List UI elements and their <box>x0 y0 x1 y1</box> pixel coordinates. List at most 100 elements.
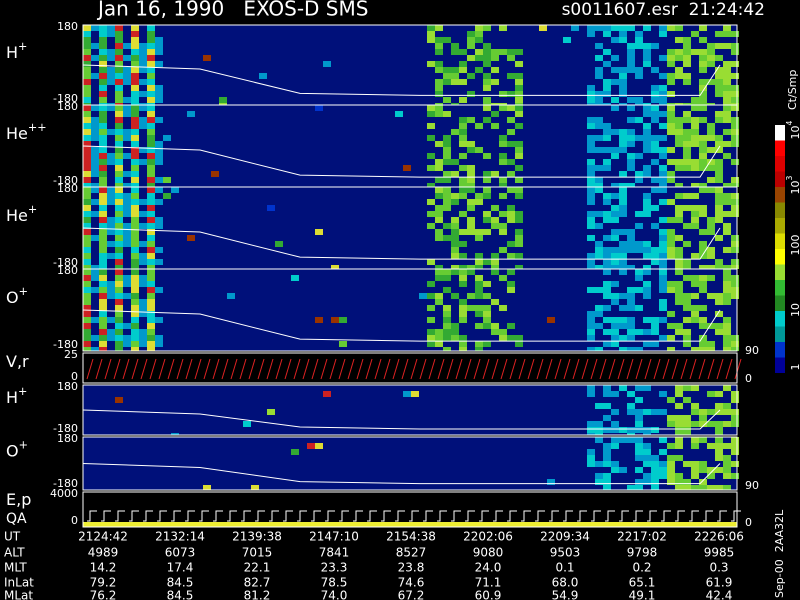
colorbar-cell <box>775 218 785 234</box>
spectrogram-cell <box>691 317 699 323</box>
spectrogram-cell <box>147 329 155 335</box>
spectrogram-cell <box>83 165 91 171</box>
spectrogram-cell <box>115 299 123 305</box>
y-tick-label: 25 <box>64 348 78 361</box>
spectrogram-cell <box>427 341 435 347</box>
spectrogram-cell <box>443 305 451 311</box>
spectrogram-cell <box>723 467 731 473</box>
spectrogram-cell <box>619 205 627 211</box>
spectrogram-cell <box>491 253 499 259</box>
vr-tick <box>257 358 265 380</box>
cell: 24.0 <box>475 561 502 575</box>
spectrogram-cell <box>667 159 675 165</box>
spectrogram-cell <box>619 91 627 97</box>
spectrogram-cell <box>499 193 507 199</box>
spectrogram-cell <box>667 311 675 317</box>
spectrogram-cell <box>139 147 147 153</box>
spectrogram-cell <box>123 193 131 199</box>
spectrogram-cell <box>443 79 451 85</box>
spectrogram-cell <box>435 165 443 171</box>
spectrogram-cell <box>475 55 483 61</box>
spectrogram-cell <box>99 265 107 269</box>
spectrogram-cell <box>675 391 683 397</box>
spectrogram-cell <box>139 67 147 73</box>
spectrogram-cell <box>611 317 619 323</box>
spectrogram-cell <box>83 269 91 275</box>
spectrogram-cell <box>99 287 107 293</box>
spectrogram-cell <box>627 485 635 490</box>
spectrogram-cell <box>459 311 467 317</box>
spectrogram-cell <box>683 129 691 135</box>
vr-tick <box>176 358 184 380</box>
spectrogram-cell <box>435 269 443 275</box>
spectrogram-cell <box>627 135 635 141</box>
spectrogram-cell <box>595 427 603 433</box>
spectrogram-cell <box>131 37 139 43</box>
vr-tick <box>617 358 625 380</box>
spectrogram-cell <box>83 275 91 281</box>
spectrogram-cell <box>115 329 123 335</box>
panel-label-sup: + <box>18 385 27 398</box>
vr-tick <box>383 358 391 380</box>
spectrogram-cell <box>107 187 115 193</box>
spectrogram-cell <box>107 199 115 205</box>
spectrogram-cell <box>451 293 459 299</box>
spectrogram-cell <box>683 193 691 199</box>
spectrogram-cell <box>715 111 723 117</box>
spectrogram-cell <box>667 253 675 259</box>
spectrogram-cell <box>115 323 123 329</box>
spectrogram-cell <box>163 135 171 141</box>
spectrogram-cell <box>659 275 667 281</box>
spectrogram-cell <box>467 199 475 205</box>
spectrogram-cell <box>91 117 99 123</box>
spectrogram-cell <box>451 43 459 49</box>
spectrogram-cell <box>659 55 667 61</box>
spectrogram-cell <box>707 129 715 135</box>
spectrogram-cell <box>315 105 323 111</box>
spectrogram-cell <box>587 117 595 123</box>
spectrogram-cell <box>107 287 115 293</box>
spectrogram-cell <box>427 199 435 205</box>
spectrogram-cell <box>115 317 123 323</box>
spectrogram-cell <box>627 427 635 433</box>
spectrogram-cell <box>435 85 443 91</box>
spectrogram-cell <box>683 265 691 269</box>
spectrogram-cell <box>107 31 115 37</box>
spectrogram-cell <box>147 153 155 159</box>
vr-tick <box>401 358 409 380</box>
spectrogram-cell <box>467 265 475 269</box>
spectrogram-cell <box>611 247 619 253</box>
spectrogram-cell <box>123 275 131 281</box>
spectrogram-cell <box>475 293 483 299</box>
spectrogram-cell <box>147 117 155 123</box>
spectrogram-cell <box>507 117 515 123</box>
spectrogram-cell <box>587 385 595 391</box>
spectrogram-cell <box>91 25 99 31</box>
cell: 7841 <box>319 546 350 560</box>
panel-frame <box>82 384 738 436</box>
spectrogram-cell <box>515 217 523 223</box>
spectrogram-cell <box>731 275 739 281</box>
spectrogram-cell <box>99 217 107 223</box>
spectrogram-cell <box>715 141 723 147</box>
spectrogram-cell <box>667 421 675 427</box>
colorbar-cell <box>775 140 785 156</box>
spectrogram-cell <box>507 323 515 329</box>
spectrogram-cell <box>691 159 699 165</box>
spectrogram-cell <box>147 141 155 147</box>
spectrogram-cell <box>131 323 139 329</box>
spectrogram-cell <box>83 199 91 205</box>
spectrogram-cell <box>155 91 163 97</box>
spectrogram-cell <box>731 183 739 187</box>
spectrogram-cell <box>99 165 107 171</box>
spectrogram-cell <box>723 385 731 391</box>
spectrogram-cell <box>595 473 603 479</box>
spectrogram-cell <box>467 43 475 49</box>
spectrogram-cell <box>139 275 147 281</box>
spectrogram-cell <box>723 199 731 205</box>
spectrogram-cell <box>331 317 339 323</box>
spectrogram-cell <box>499 25 507 31</box>
spectrogram-cell <box>475 259 483 265</box>
spectrogram-cell <box>507 269 515 275</box>
spectrogram-cell <box>699 253 707 259</box>
